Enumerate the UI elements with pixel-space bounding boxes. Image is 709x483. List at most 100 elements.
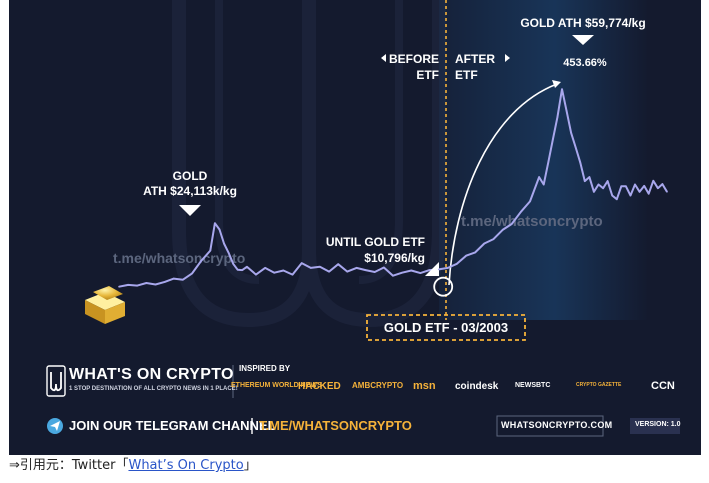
data-point: [456, 263, 458, 265]
site-link[interactable]: WHATSONCRYPTO.COM: [501, 420, 613, 430]
gold-ath-label-line2: ATH $24,113k/kg: [143, 184, 237, 198]
brand-name: WHAT'S ON CRYPTO: [69, 366, 234, 383]
data-point: [173, 277, 175, 280]
gold-bars-icon: [85, 286, 125, 324]
data-point: [570, 132, 572, 134]
data-point: [191, 272, 193, 275]
after-etf-line2: ETF: [455, 68, 478, 82]
ath2-label: GOLD ATH $59,774/kg: [520, 16, 645, 30]
data-point: [364, 269, 367, 271]
after-arrow-icon: [505, 54, 510, 62]
data-point: [355, 267, 358, 269]
until-etf-label-line2: $10,796/kg: [364, 251, 425, 265]
data-point: [529, 200, 531, 203]
data-point: [145, 282, 148, 284]
data-point: [255, 273, 257, 276]
data-point: [214, 222, 216, 224]
data-point: [241, 269, 244, 271]
data-point: [437, 268, 440, 271]
data-point: [223, 242, 225, 245]
data-point: [661, 183, 664, 185]
data-point: [542, 183, 545, 186]
sponsor-newsbtc[interactable]: NEWSBTC: [515, 382, 551, 389]
sponsor-hacked[interactable]: HACKED: [298, 381, 341, 392]
data-point: [620, 185, 623, 188]
infographic-card: t.me/whatsoncrypto t.me/whatsoncrypto GO…: [9, 0, 701, 455]
data-point: [465, 254, 467, 257]
data-point: [264, 267, 266, 269]
data-point: [209, 249, 212, 252]
data-point: [611, 194, 613, 197]
data-point: [118, 285, 120, 288]
data-point: [652, 180, 655, 182]
data-point: [401, 271, 403, 274]
data-point: [574, 146, 577, 149]
data-point: [565, 109, 568, 112]
data-point: [410, 269, 413, 272]
watermark-right: t.me/whatsoncrypto: [461, 213, 603, 230]
data-point: [232, 263, 234, 265]
data-point: [638, 191, 641, 193]
gold-ath-pointer: [179, 205, 201, 216]
data-point: [392, 274, 394, 277]
data-point: [319, 266, 321, 268]
growth-arrow: [448, 83, 558, 286]
gold-etf-date-text: GOLD ETF - 03/2003: [384, 320, 508, 335]
gold-etf-date-box: [366, 314, 526, 341]
data-point: [520, 211, 522, 213]
data-point: [579, 161, 581, 164]
version-text: VERSION: 1.0: [635, 421, 681, 428]
before-etf-line1: BEFORE: [389, 52, 439, 66]
data-point: [246, 266, 248, 268]
data-point: [588, 176, 591, 178]
data-point: [501, 229, 504, 231]
data-point: [492, 238, 495, 240]
gold-ath-label-line1: GOLD: [173, 169, 208, 183]
sponsor-ambcrypto[interactable]: AMBCRYPTO: [352, 381, 404, 390]
data-point: [447, 267, 449, 269]
data-point: [606, 180, 609, 182]
telegram-plane-glyph: [50, 421, 60, 431]
version-badge: [630, 418, 680, 434]
data-point: [428, 269, 431, 271]
sponsor-msn[interactable]: msn: [413, 380, 436, 392]
data-point: [163, 281, 166, 283]
data-point: [538, 176, 540, 178]
data-point: [227, 252, 230, 254]
data-point: [291, 273, 294, 276]
until-etf-pointer: [425, 262, 439, 276]
sponsor-coindesk[interactable]: coindesk: [455, 381, 499, 392]
whats-on-crypto-logo-icon: [46, 365, 66, 397]
data-point: [625, 185, 627, 188]
data-point: [337, 263, 340, 266]
data-point: [273, 271, 276, 274]
data-point: [643, 185, 645, 187]
data-point: [634, 183, 636, 186]
telegram-join-text: JOIN OUR TELEGRAM CHANNEL: [69, 418, 276, 433]
data-point: [373, 271, 376, 273]
watermark-left: t.me/whatsoncrypto: [113, 250, 245, 266]
data-point: [597, 183, 600, 186]
data-point: [556, 116, 559, 119]
sponsor-ccn[interactable]: CCN: [651, 380, 675, 392]
data-point: [647, 192, 650, 195]
sponsor-crypto-gazette[interactable]: CRYPTO GAZETTE: [576, 382, 622, 388]
telegram-channel-link[interactable]: T.ME/WHATSONCRYPTO: [259, 418, 412, 433]
site-link-box: [496, 415, 604, 437]
before-etf-line2: ETF: [416, 68, 439, 82]
inspired-label: INSPIRED BY: [239, 364, 291, 373]
data-point: [218, 228, 221, 231]
ath2-percentage: 453.66%: [563, 57, 607, 69]
data-point: [127, 284, 129, 286]
etf-date-marker: [433, 276, 454, 297]
data-point: [657, 187, 659, 189]
growth-arrowhead: [552, 80, 561, 88]
data-point: [483, 242, 486, 245]
sponsor-ethereum-world-news[interactable]: ETHEREUM WORLD NEWS: [231, 382, 322, 389]
data-point: [182, 278, 184, 281]
citation-link[interactable]: What’s On Crypto: [128, 458, 244, 473]
citation-prefix: ⇒引用元：Twitter「: [9, 458, 129, 473]
until-etf-label-line1: UNTIL GOLD ETF: [326, 235, 425, 249]
brand-tagline: 1 STOP DESTINATION OF ALL CRYPTO NEWS IN…: [69, 386, 238, 392]
data-point: [547, 161, 550, 164]
